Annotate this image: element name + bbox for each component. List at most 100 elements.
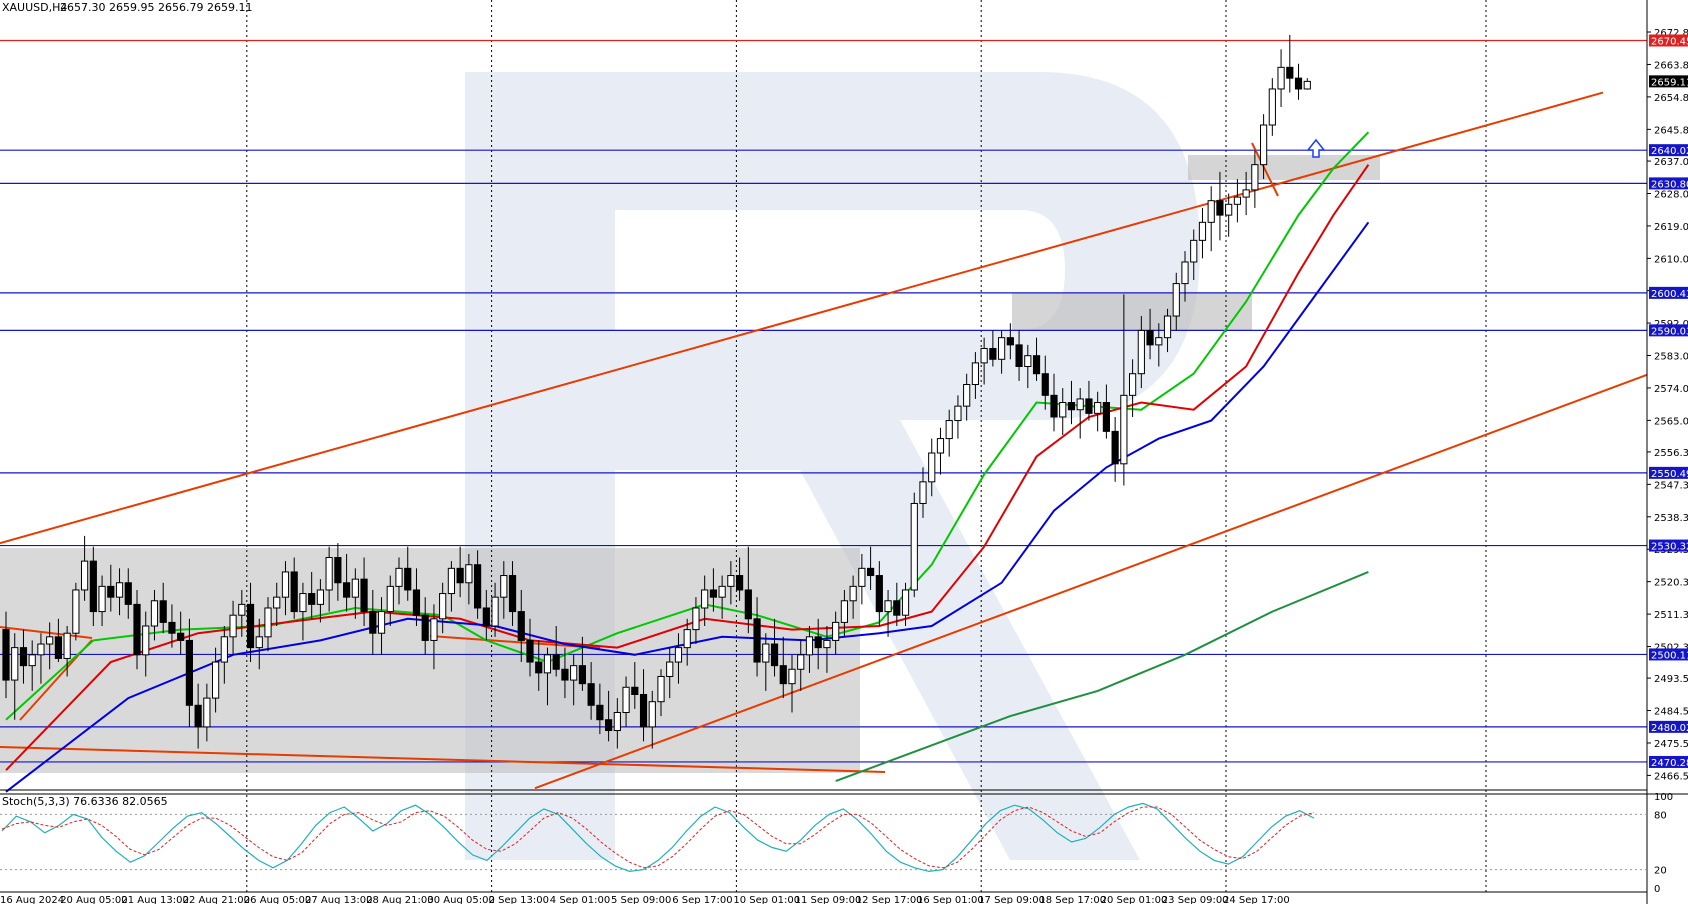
time-label: 11 Sep 09:00 bbox=[795, 895, 862, 904]
candle-body bbox=[587, 683, 595, 706]
candle-body bbox=[220, 636, 228, 663]
time-label: 20 Sep 01:00 bbox=[1101, 895, 1168, 904]
candle-body bbox=[1163, 315, 1172, 339]
candle-body bbox=[814, 636, 822, 649]
candle-body bbox=[2, 629, 10, 681]
candle-body bbox=[753, 618, 761, 663]
candle-body bbox=[447, 567, 455, 595]
candle-body bbox=[744, 589, 752, 620]
candle-body bbox=[11, 647, 19, 681]
candle-body bbox=[1172, 283, 1180, 317]
level-tag-label: 2480.02 bbox=[1651, 723, 1688, 734]
time-label: 28 Aug 21:00 bbox=[366, 895, 433, 904]
price-tick-label: 2475.55 bbox=[1654, 739, 1688, 750]
candle-body bbox=[1024, 355, 1032, 367]
candle-body bbox=[998, 337, 1006, 360]
candle-body bbox=[360, 578, 368, 613]
price-tick-label: 2565.05 bbox=[1654, 416, 1688, 427]
candle-body bbox=[439, 593, 447, 620]
indicator-panel: Stoch(5,3,3) 76.6336 82.0565 100 80 20 0 bbox=[0, 789, 1688, 895]
candle-body bbox=[255, 636, 263, 649]
candle-body bbox=[561, 668, 569, 681]
level-tag bbox=[1649, 144, 1688, 157]
stoch-tick-label: 20 bbox=[1654, 866, 1667, 877]
watermark-logo bbox=[465, 72, 1200, 860]
candle-body bbox=[316, 589, 324, 605]
candle-body bbox=[273, 596, 281, 609]
time-label: 20 Aug 05:00 bbox=[60, 895, 127, 904]
time-label: 2 Sep 13:00 bbox=[489, 895, 549, 904]
candle-body bbox=[325, 557, 333, 591]
candle-body bbox=[875, 575, 883, 613]
price-tick-label: 2484.55 bbox=[1654, 707, 1688, 718]
candle-body bbox=[508, 575, 517, 613]
candle-body bbox=[63, 632, 71, 659]
time-label: 16 Aug 2024 bbox=[0, 895, 64, 904]
candle-body bbox=[526, 639, 534, 663]
trendline bbox=[534, 372, 1651, 790]
candle-body bbox=[727, 575, 735, 587]
candle-body bbox=[107, 585, 115, 598]
candle-body bbox=[377, 611, 386, 634]
candle-body bbox=[1286, 66, 1294, 79]
price-tick-label: 2610.00 bbox=[1654, 254, 1688, 265]
level-tag-label: 2530.32 bbox=[1651, 542, 1688, 553]
price-tick-label: 2502.30 bbox=[1654, 643, 1688, 654]
time-label: 5 Sep 09:00 bbox=[611, 895, 671, 904]
candle-body bbox=[1233, 196, 1242, 205]
level-tag bbox=[1649, 539, 1688, 552]
candle-body bbox=[246, 603, 255, 649]
candle-body bbox=[919, 481, 927, 504]
candle-body bbox=[770, 643, 779, 667]
candle-body bbox=[369, 611, 377, 634]
candle-body bbox=[1216, 200, 1224, 216]
price-axis: 2672.80 2663.80 2654.80 2645.80 2637.00 2628.… bbox=[1646, 0, 1688, 904]
price-tick-label: 2628.00 bbox=[1654, 189, 1688, 200]
candle-body bbox=[1094, 402, 1102, 414]
candle-body bbox=[1303, 80, 1311, 90]
candle-body bbox=[840, 600, 848, 623]
candle-body bbox=[430, 618, 438, 641]
candle-body bbox=[552, 654, 560, 670]
candle-body bbox=[89, 560, 97, 613]
time-label: 30 Aug 05:00 bbox=[427, 895, 494, 904]
time-label: 17 Sep 09:00 bbox=[978, 895, 1045, 904]
candle-body bbox=[648, 701, 656, 728]
candle-body bbox=[1251, 164, 1259, 191]
candle-body bbox=[674, 647, 683, 663]
stoch-label: Stoch(5,3,3) 76.6336 82.0565 bbox=[2, 795, 168, 808]
horizontal-levels bbox=[0, 39, 1647, 763]
time-label: 27 Aug 13:00 bbox=[305, 895, 372, 904]
candle-body bbox=[936, 438, 945, 454]
candle-body bbox=[945, 420, 953, 440]
candle-body bbox=[683, 629, 691, 649]
candle-body bbox=[1181, 261, 1189, 285]
candle-body bbox=[1111, 430, 1119, 465]
candle-body bbox=[910, 502, 918, 591]
zones bbox=[0, 155, 1380, 773]
candle-body bbox=[666, 661, 674, 677]
candle-body bbox=[290, 571, 298, 613]
price-tick-label: 2511.30 bbox=[1654, 610, 1688, 621]
candle-body bbox=[1076, 398, 1084, 411]
candle-body bbox=[1207, 200, 1215, 223]
candle-body bbox=[1155, 337, 1163, 346]
candle-body bbox=[1085, 398, 1093, 414]
candle-body bbox=[823, 639, 831, 649]
candle-body bbox=[124, 582, 132, 605]
candle-body bbox=[517, 611, 525, 641]
time-label: 12 Sep 17:00 bbox=[856, 895, 923, 904]
candle-body bbox=[238, 603, 246, 616]
candle-body bbox=[1268, 88, 1276, 126]
level-tag bbox=[1649, 755, 1688, 768]
level-tag bbox=[1649, 324, 1688, 337]
level-tag bbox=[1649, 34, 1688, 47]
candle-body bbox=[901, 589, 910, 616]
candle-body bbox=[264, 607, 272, 638]
level-tag-label: 2640.02 bbox=[1651, 146, 1688, 157]
price-tick-label: 2645.80 bbox=[1654, 125, 1688, 136]
candle-body bbox=[928, 452, 936, 483]
candle-body bbox=[1260, 124, 1268, 166]
buy-arrow-icon bbox=[1306, 138, 1326, 158]
